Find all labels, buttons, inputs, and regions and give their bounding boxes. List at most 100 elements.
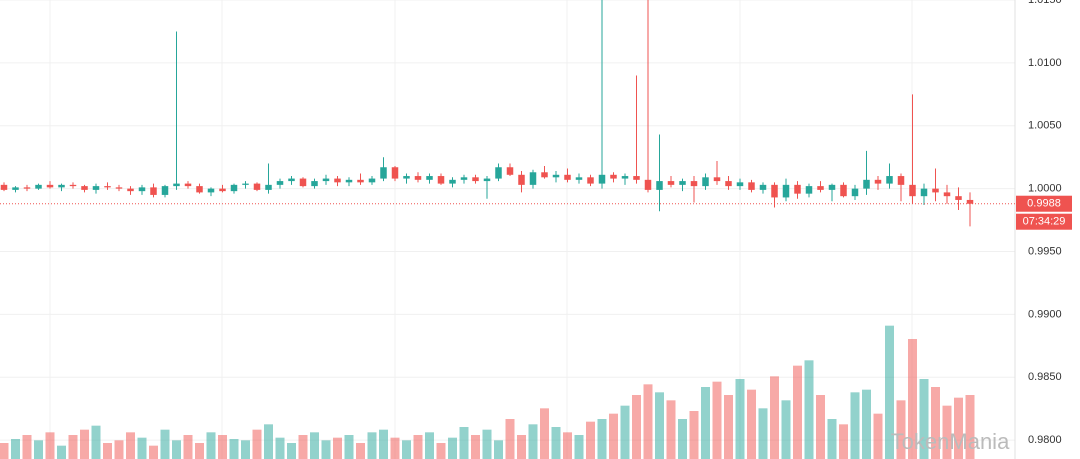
candle-body	[966, 199, 974, 204]
volume-bar	[241, 440, 250, 459]
candle-body	[575, 177, 583, 180]
candle-body	[713, 177, 721, 182]
y-tick-label: 0.9800	[1028, 434, 1062, 446]
volume-bar	[45, 432, 55, 459]
volume-bar	[459, 427, 469, 459]
volume-bar	[655, 392, 664, 459]
volume-bar	[827, 419, 837, 459]
volume-bar	[551, 427, 561, 459]
volume-bar	[770, 376, 779, 459]
volume-bar	[321, 440, 331, 459]
candle-body	[598, 174, 606, 184]
volume-bar	[528, 424, 538, 459]
volume-bar	[344, 435, 354, 459]
volume-bar	[413, 435, 423, 459]
candle-body	[92, 186, 100, 190]
candle-body	[932, 188, 939, 193]
candle-body	[828, 184, 836, 190]
volume-bar	[160, 429, 170, 459]
volume-bar	[183, 435, 193, 459]
volume-bar	[275, 437, 285, 459]
candle-body	[437, 176, 445, 184]
candle-body	[69, 184, 77, 187]
volume-bar	[287, 443, 296, 459]
candle-body	[35, 184, 42, 189]
volume-bar	[942, 405, 952, 459]
candle-body	[587, 177, 594, 184]
volume-bar	[678, 419, 687, 459]
volume-bar	[482, 429, 492, 459]
volume-bar	[264, 424, 273, 459]
candle-body	[644, 179, 652, 190]
candle-body	[12, 187, 19, 190]
candle-body	[909, 184, 916, 197]
volume-bar	[701, 387, 710, 459]
volume-bar	[908, 339, 917, 459]
volume-bar	[379, 429, 388, 459]
volume-bar	[758, 408, 768, 459]
candle-body	[690, 181, 698, 187]
volume-bar	[436, 443, 446, 459]
volume-bar	[735, 379, 745, 459]
candle-body	[391, 167, 399, 179]
volume-bar	[402, 440, 411, 459]
volume-bar	[252, 429, 262, 459]
candle-body	[840, 184, 847, 197]
volume-bar	[172, 440, 181, 459]
countdown-box	[1016, 213, 1072, 230]
volume-bar	[149, 445, 158, 459]
candle-body	[58, 184, 65, 188]
volume-bar	[885, 325, 894, 459]
volume-bar	[448, 437, 457, 459]
volume-bar	[298, 435, 308, 459]
volume-bar	[563, 432, 572, 459]
volume-bar	[919, 379, 929, 459]
candle-body	[552, 174, 560, 178]
volume-bar	[103, 443, 112, 459]
volume-bar	[597, 419, 607, 459]
volume-bar	[333, 437, 342, 459]
candle-body	[184, 183, 192, 187]
candle-body	[380, 167, 387, 179]
candle-body	[702, 177, 709, 187]
volume-bar	[724, 395, 733, 459]
candle-body	[633, 176, 640, 180]
volume-bar	[229, 439, 239, 459]
candle-body	[564, 174, 571, 180]
y-tick-label: 0.9900	[1028, 308, 1062, 320]
candle-body	[920, 188, 928, 197]
candle-body	[495, 167, 502, 179]
candle-body	[81, 186, 88, 190]
volume-bar	[356, 443, 365, 459]
volume-bar	[68, 435, 78, 459]
volume-bar	[643, 384, 653, 459]
candle-body	[173, 183, 180, 187]
last-price-label: 0.9988	[1027, 198, 1061, 210]
volume-bar	[11, 439, 20, 459]
y-tick-label: 0.9850	[1028, 371, 1062, 383]
candle-body	[759, 184, 767, 190]
candle-body	[943, 192, 951, 197]
volume-bar	[310, 432, 319, 459]
candle-body	[127, 188, 134, 192]
volume-bar	[80, 429, 89, 459]
candle-body	[725, 181, 732, 187]
volume-bar	[137, 437, 147, 459]
candle-body	[311, 181, 318, 187]
volume-bar	[632, 395, 641, 459]
volume-bar	[873, 413, 883, 459]
candle-body	[518, 174, 525, 185]
volume-bar	[0, 443, 9, 459]
candle-body	[150, 187, 157, 195]
candle-body	[541, 172, 548, 178]
candle-body	[0, 184, 8, 190]
volume-bar	[896, 400, 906, 459]
candle-body	[782, 184, 790, 198]
candle-body	[472, 177, 479, 182]
candle-body	[196, 186, 203, 193]
volume-bar	[574, 435, 584, 459]
volume-bar	[850, 392, 860, 459]
volume-bar	[862, 389, 871, 459]
volume-bar	[218, 435, 227, 459]
volume-bar	[494, 440, 503, 459]
